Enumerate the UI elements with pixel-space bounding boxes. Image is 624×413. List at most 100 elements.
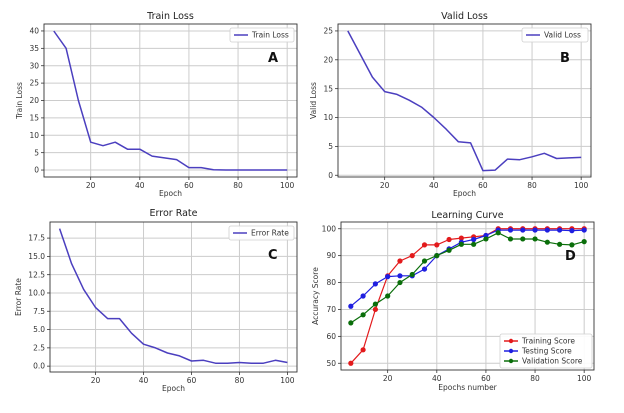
- data-point: [434, 253, 440, 259]
- y-axis-label: Accuracy Score: [311, 267, 320, 325]
- x-tick-label: 20: [86, 181, 96, 190]
- panel-label: A: [268, 51, 278, 66]
- data-point: [446, 236, 452, 243]
- data-point: [446, 247, 452, 253]
- data-point: [434, 242, 440, 248]
- chart-panel-c: 20 40 60 80 100 0.0 2.5 5.0 7.5 10.0 12.5 15.0 17.5 E…: [14, 208, 298, 393]
- x-axis-label: Epoch: [162, 384, 185, 393]
- x-tick-label: 100: [577, 374, 592, 383]
- y-tick-label: 25: [323, 27, 333, 36]
- chart-title: Train Loss: [146, 11, 194, 22]
- y-tick-label: 35: [29, 44, 39, 53]
- y-axis-label: Valid Loss: [309, 82, 318, 119]
- x-tick-label: 20: [91, 376, 101, 385]
- axes-frame: [43, 23, 298, 178]
- data-point: [409, 271, 415, 278]
- legend-box: [228, 225, 295, 241]
- y-tick-label: 12.5: [28, 270, 45, 279]
- legend: Train Loss: [229, 27, 295, 43]
- data-point: [544, 227, 550, 233]
- y-tick-label: 100: [322, 224, 337, 233]
- y-tick-label: 70: [326, 305, 336, 314]
- y-tick-label: 20: [323, 55, 333, 64]
- chart-panel-b: 20 40 60 80 100 0 5 10 15 20 25 Valid Loss Epoch Vali…: [309, 11, 592, 198]
- x-axis-label: Epoch: [453, 189, 476, 198]
- legend-label: Training Score: [521, 337, 575, 346]
- y-axis-label: Error Rate: [14, 278, 23, 316]
- data-point: [569, 242, 575, 248]
- data-point: [385, 293, 391, 299]
- chart-title: Valid Loss: [441, 11, 488, 22]
- data-point: [409, 253, 415, 259]
- panel-label: D: [565, 249, 576, 264]
- data-point: [385, 274, 391, 280]
- data-point: [507, 227, 514, 233]
- chart-title: Error Rate: [150, 208, 198, 219]
- series-line: [347, 30, 582, 172]
- data-point: [348, 320, 354, 326]
- x-tick-label: 20: [380, 181, 390, 190]
- data-point: [348, 360, 354, 366]
- series-line: [53, 30, 288, 171]
- x-tick-label: 40: [139, 376, 149, 385]
- y-tick-label: 5.0: [33, 325, 45, 334]
- data-point: [372, 281, 378, 287]
- y-tick-label: 20: [29, 96, 39, 105]
- legend-box: [499, 333, 593, 369]
- data-point: [360, 312, 366, 318]
- data-point: [495, 230, 501, 236]
- y-tick-label: 17.5: [28, 234, 45, 243]
- series-line: [58, 228, 288, 364]
- y-tick-label: 25: [29, 79, 39, 88]
- data-point: [372, 306, 378, 313]
- x-axis-label: Epochs number: [438, 383, 497, 392]
- y-tick-label: 60: [326, 332, 336, 341]
- y-tick-label: 7.5: [33, 307, 45, 316]
- x-tick-label: 60: [184, 181, 194, 190]
- chart-panel-a: 20 40 60 80 100 0 5 10 15 20 25 30 35 40 Train Loss Epo…: [15, 11, 298, 198]
- y-tick-label: 10: [323, 113, 333, 122]
- data-point: [557, 227, 563, 233]
- legend-label: Validation Score: [522, 357, 583, 366]
- y-tick-label: 30: [29, 61, 39, 70]
- data-point: [471, 241, 477, 247]
- y-tick-label: 0: [328, 171, 333, 180]
- series-train-loss: [53, 30, 288, 171]
- data-point: [471, 236, 477, 243]
- data-point: [520, 227, 526, 233]
- y-axis-label: Train Loss: [15, 82, 24, 120]
- data-point: [348, 303, 354, 309]
- series-valid-loss: [347, 30, 582, 172]
- data-point: [421, 258, 428, 264]
- axes-frame: [337, 23, 592, 178]
- x-tick-label: 80: [235, 376, 245, 385]
- data-point: [532, 227, 538, 233]
- y-tick-label: 0: [34, 166, 39, 175]
- chart-title: Learning Curve: [431, 210, 503, 221]
- plot-area: [50, 222, 297, 372]
- data-point: [557, 241, 563, 247]
- x-tick-label: 100: [280, 181, 295, 190]
- data-point: [507, 236, 514, 242]
- y-tick-label: 15: [29, 113, 39, 122]
- data-point: [544, 239, 550, 245]
- x-axis-label: Epoch: [159, 189, 182, 198]
- data-point: [360, 293, 366, 299]
- data-point: [421, 242, 428, 248]
- data-point: [397, 273, 403, 279]
- x-tick-label: 60: [187, 376, 197, 385]
- x-tick-label: 40: [432, 374, 442, 383]
- data-point: [483, 236, 489, 242]
- axes-frame: [340, 221, 595, 371]
- panel-label: C: [268, 248, 278, 263]
- data-point: [458, 235, 464, 241]
- x-tick-label: 100: [574, 181, 589, 190]
- y-tick-label: 15.0: [28, 252, 45, 261]
- legend-label: Train Loss: [251, 31, 289, 40]
- data-point: [569, 228, 575, 234]
- data-point: [581, 227, 587, 233]
- data-point: [397, 279, 403, 286]
- series-validation-score: [348, 230, 587, 326]
- series-testing-score: [348, 227, 587, 309]
